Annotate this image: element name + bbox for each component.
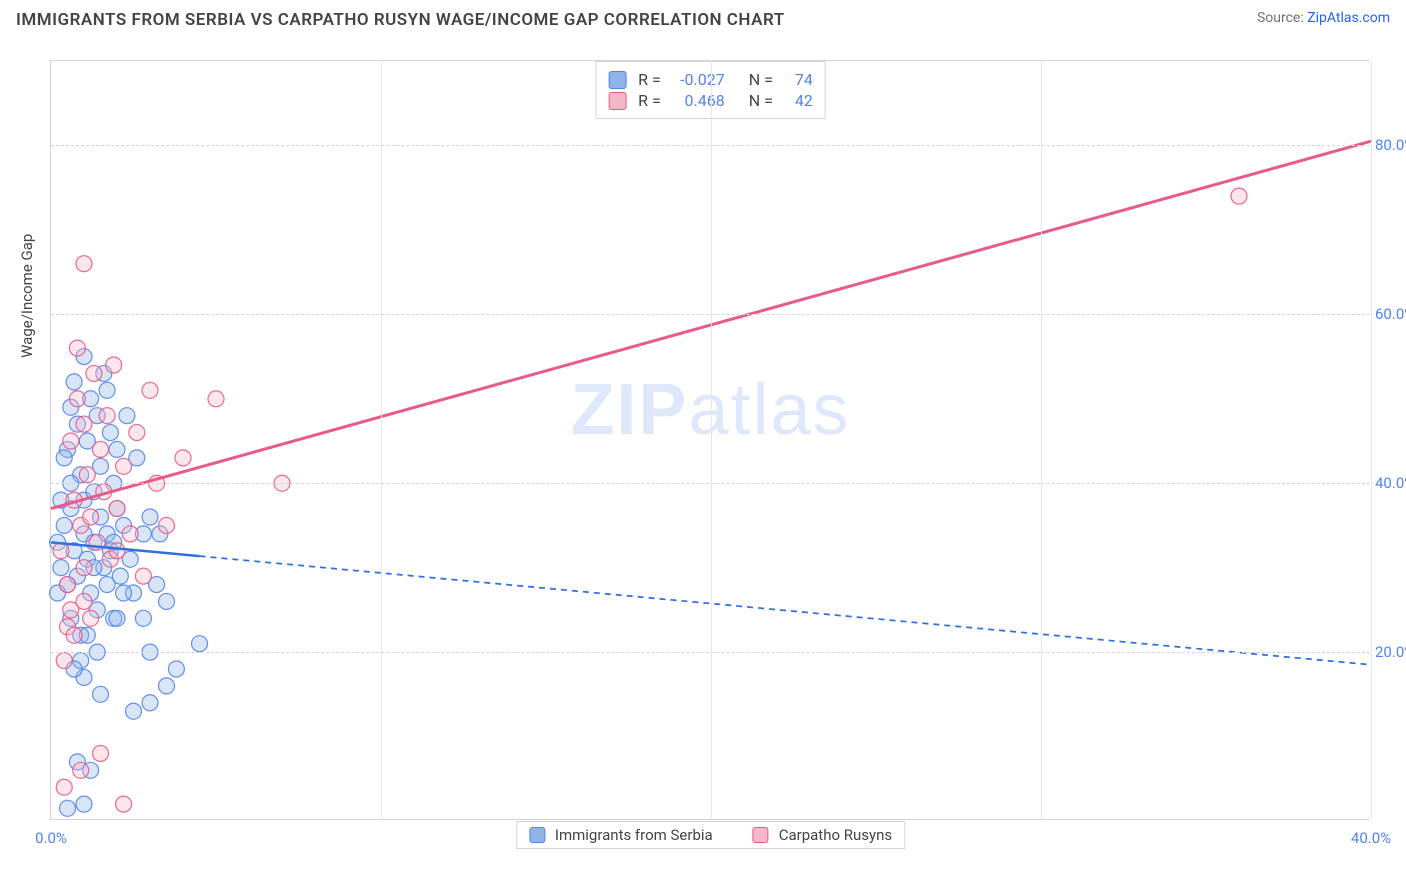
scatter-point-serbia bbox=[159, 593, 175, 609]
scatter-point-serbia bbox=[56, 517, 72, 533]
scatter-point-rusyn bbox=[69, 340, 85, 356]
scatter-point-rusyn bbox=[86, 365, 102, 381]
scatter-point-serbia bbox=[192, 636, 208, 652]
swatch-serbia bbox=[529, 827, 545, 843]
scatter-point-rusyn bbox=[129, 425, 145, 441]
scatter-point-serbia bbox=[56, 450, 72, 466]
y-tick-label: 80.0% bbox=[1375, 136, 1406, 154]
scatter-point-serbia bbox=[76, 796, 92, 812]
scatter-point-rusyn bbox=[56, 653, 72, 669]
scatter-point-rusyn bbox=[79, 467, 95, 483]
scatter-point-serbia bbox=[159, 678, 175, 694]
scatter-point-serbia bbox=[119, 408, 135, 424]
scatter-point-serbia bbox=[109, 610, 125, 626]
scatter-point-serbia bbox=[168, 661, 184, 677]
swatch-rusyn bbox=[753, 827, 769, 843]
r-value-serbia: -0.027 bbox=[673, 70, 725, 89]
source-label: Source: ZipAtlas.com bbox=[1257, 10, 1390, 26]
trend-line-dashed-serbia bbox=[200, 556, 1372, 665]
y-tick-label: 60.0% bbox=[1375, 305, 1406, 323]
scatter-point-rusyn bbox=[63, 602, 79, 618]
chart-title: IMMIGRANTS FROM SERBIA VS CARPATHO RUSYN… bbox=[16, 10, 785, 30]
scatter-point-rusyn bbox=[73, 762, 89, 778]
scatter-point-serbia bbox=[135, 610, 151, 626]
scatter-point-rusyn bbox=[76, 256, 92, 272]
vgrid bbox=[1371, 61, 1372, 819]
scatter-point-rusyn bbox=[116, 796, 132, 812]
r-label: R = bbox=[638, 91, 661, 110]
legend-label-serbia: Immigrants from Serbia bbox=[555, 826, 713, 844]
swatch-serbia bbox=[608, 71, 626, 89]
scatter-point-serbia bbox=[60, 800, 76, 816]
legend-label-rusyn: Carpatho Rusyns bbox=[779, 826, 892, 844]
scatter-point-serbia bbox=[142, 695, 158, 711]
scatter-point-rusyn bbox=[109, 501, 125, 517]
scatter-point-serbia bbox=[112, 568, 128, 584]
scatter-point-serbia bbox=[102, 425, 118, 441]
scatter-point-rusyn bbox=[76, 416, 92, 432]
vgrid bbox=[1041, 61, 1042, 819]
n-value-serbia: 74 bbox=[785, 70, 813, 89]
y-tick-label: 40.0% bbox=[1375, 474, 1406, 492]
scatter-point-rusyn bbox=[109, 543, 125, 559]
scatter-point-serbia bbox=[99, 382, 115, 398]
scatter-point-rusyn bbox=[99, 408, 115, 424]
scatter-point-rusyn bbox=[116, 458, 132, 474]
scatter-point-serbia bbox=[93, 686, 109, 702]
vgrid bbox=[381, 61, 382, 819]
r-label: R = bbox=[638, 70, 661, 89]
scatter-point-serbia bbox=[53, 560, 69, 576]
scatter-point-rusyn bbox=[56, 779, 72, 795]
scatter-point-serbia bbox=[142, 509, 158, 525]
n-label: N = bbox=[749, 91, 773, 110]
scatter-point-rusyn bbox=[93, 441, 109, 457]
y-tick-label: 20.0% bbox=[1375, 643, 1406, 661]
swatch-rusyn bbox=[608, 92, 626, 110]
scatter-point-rusyn bbox=[106, 357, 122, 373]
scatter-point-rusyn bbox=[63, 433, 79, 449]
scatter-point-rusyn bbox=[76, 560, 92, 576]
plot-area: ZIPatlas R = -0.027 N = 74 R = 0.468 N =… bbox=[50, 60, 1370, 820]
scatter-point-rusyn bbox=[175, 450, 191, 466]
n-label: N = bbox=[749, 70, 773, 89]
scatter-point-rusyn bbox=[208, 391, 224, 407]
source-prefix: Source: bbox=[1257, 10, 1307, 26]
scatter-point-rusyn bbox=[159, 517, 175, 533]
scatter-point-serbia bbox=[66, 374, 82, 390]
x-tick-label: 40.0% bbox=[1351, 829, 1391, 847]
scatter-point-rusyn bbox=[60, 577, 76, 593]
scatter-point-serbia bbox=[109, 441, 125, 457]
scatter-point-rusyn bbox=[122, 526, 138, 542]
scatter-point-rusyn bbox=[142, 382, 158, 398]
legend-series: Immigrants from Serbia Carpatho Rusyns bbox=[516, 821, 905, 849]
scatter-point-rusyn bbox=[69, 391, 85, 407]
scatter-point-rusyn bbox=[135, 568, 151, 584]
scatter-point-rusyn bbox=[83, 509, 99, 525]
scatter-point-rusyn bbox=[1231, 188, 1247, 204]
r-value-rusyn: 0.468 bbox=[673, 91, 725, 110]
scatter-point-serbia bbox=[126, 703, 142, 719]
scatter-point-rusyn bbox=[66, 627, 82, 643]
n-value-rusyn: 42 bbox=[785, 91, 813, 110]
scatter-point-serbia bbox=[116, 585, 132, 601]
x-tick-label: 0.0% bbox=[35, 829, 67, 847]
source-link[interactable]: ZipAtlas.com bbox=[1307, 10, 1390, 26]
scatter-point-rusyn bbox=[93, 745, 109, 761]
scatter-point-rusyn bbox=[53, 543, 69, 559]
vgrid bbox=[711, 61, 712, 819]
y-axis-label: Wage/Income Gap bbox=[18, 234, 36, 358]
scatter-point-rusyn bbox=[83, 610, 99, 626]
